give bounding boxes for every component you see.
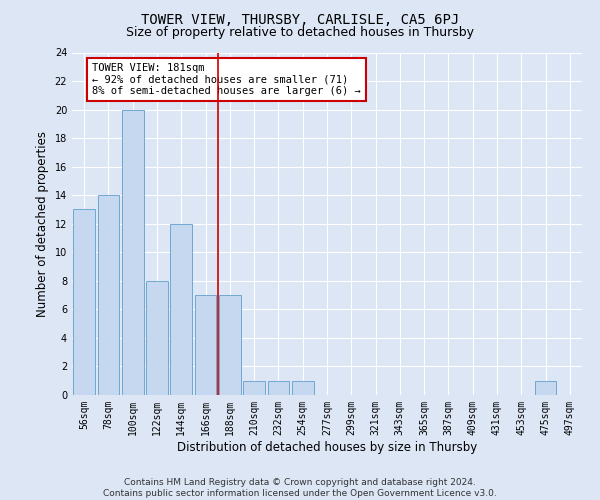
Text: TOWER VIEW: 181sqm
← 92% of detached houses are smaller (71)
8% of semi-detached: TOWER VIEW: 181sqm ← 92% of detached hou… (92, 63, 361, 96)
Bar (194, 295, 217, 395)
Text: Size of property relative to detached houses in Thursby: Size of property relative to detached ho… (126, 26, 474, 39)
Bar (292, 380, 314, 395)
Bar (535, 380, 556, 395)
Bar (268, 380, 289, 395)
Bar (219, 295, 241, 395)
Y-axis label: Number of detached properties: Number of detached properties (36, 130, 49, 317)
Text: TOWER VIEW, THURSBY, CARLISLE, CA5 6PJ: TOWER VIEW, THURSBY, CARLISLE, CA5 6PJ (141, 12, 459, 26)
Bar (122, 110, 143, 395)
Bar (146, 281, 168, 395)
X-axis label: Distribution of detached houses by size in Thursby: Distribution of detached houses by size … (177, 440, 477, 454)
Bar (97, 195, 119, 395)
Bar (73, 210, 95, 395)
Bar (243, 380, 265, 395)
Text: Contains HM Land Registry data © Crown copyright and database right 2024.
Contai: Contains HM Land Registry data © Crown c… (103, 478, 497, 498)
Bar (170, 224, 192, 395)
